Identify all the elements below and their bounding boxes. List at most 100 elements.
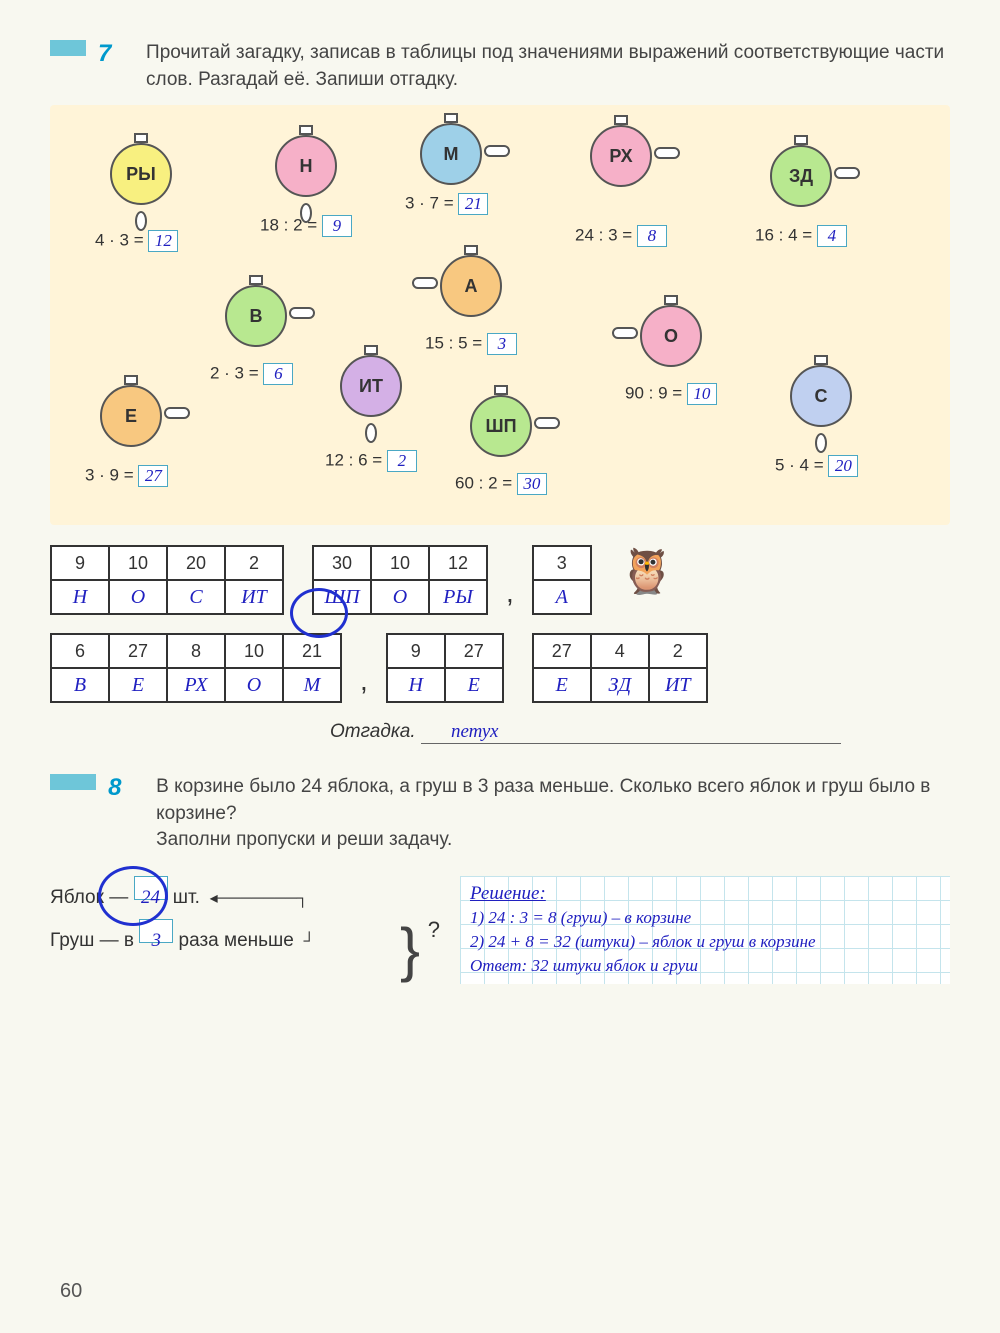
table-cell: ИТ (649, 668, 707, 702)
bauble-s: С (790, 365, 852, 427)
expression-v: 2 · 3 = 6 (210, 363, 293, 385)
table-cell: 12 (429, 546, 487, 580)
solution-line-2: 2) 24 + 8 = 32 (штуки) – яблок и груш в … (470, 930, 940, 954)
bauble-it: ИТ (340, 355, 402, 417)
table-cell: ШП (313, 580, 371, 614)
bauble-rx: РХ (590, 125, 652, 187)
expression-a: 15 : 5 = 3 (425, 333, 517, 355)
table-cell: 10 (109, 546, 167, 580)
table-cell: 27 (109, 634, 167, 668)
l2-pre: Груш — в (50, 930, 139, 951)
solution-answer: Ответ: 32 штуки яблок и груш (470, 954, 940, 978)
table-cell: РХ (167, 668, 225, 702)
word-table: 301012 ШПОРЫ (312, 545, 488, 615)
l1-fill: 24 (134, 876, 168, 900)
diagram-line-2: Груш — в 3 раза меньше ┘ (50, 919, 430, 962)
task-7-header: 7 Прочитай загадку, записав в таблицы по… (50, 40, 950, 93)
bauble-ball: М (420, 123, 482, 185)
solution-box: Решение: 1) 24 : 3 = 8 (груш) – в корзин… (460, 876, 950, 984)
table-cell: 30 (313, 546, 371, 580)
page-number: 60 (60, 1280, 82, 1303)
table-cell: Е (533, 668, 591, 702)
table-cell: С (167, 580, 225, 614)
table-cell: 27 (533, 634, 591, 668)
table-cell: Н (51, 580, 109, 614)
table-cell: 3 (533, 546, 591, 580)
comma: , (506, 577, 514, 609)
bauble-o: О (640, 305, 702, 367)
l1-pre: Яблок — (50, 887, 134, 908)
table-cell: 10 (371, 546, 429, 580)
tab-indicator (50, 40, 86, 56)
table-cell: Н (387, 668, 445, 702)
bauble-zd: ЗД (770, 145, 832, 207)
expression-it: 12 : 6 = 2 (325, 450, 417, 472)
bauble-ball: А (440, 255, 502, 317)
table-cell: О (371, 580, 429, 614)
bauble-v: В (225, 285, 287, 347)
table-cell: О (225, 668, 283, 702)
expression-rx: 24 : 3 = 8 (575, 225, 667, 247)
task-8-header: 8 В корзине было 24 яблока, а груш в 3 р… (50, 774, 950, 854)
task-7-number: 7 (98, 40, 126, 68)
brace-icon: } (400, 884, 420, 1016)
l1-post: шт. (173, 887, 200, 908)
table-cell: А (533, 580, 591, 614)
expression-s: 5 · 4 = 20 (775, 455, 858, 477)
table-cell: 2 (649, 634, 707, 668)
bauble-ball: ЗД (770, 145, 832, 207)
bauble-e: Е (100, 385, 162, 447)
table-cell: РЫ (429, 580, 487, 614)
table-row-1: 910202НОСИТ301012ШПОРЫ,3А🦉 (50, 545, 950, 615)
solution-title: Решение: (470, 882, 940, 906)
table-cell: ЗД (591, 668, 649, 702)
task-8-text-2: Заполни пропуски и реши задачу. (156, 829, 452, 850)
expression-o: 90 : 9 = 10 (625, 383, 717, 405)
table-cell: О (109, 580, 167, 614)
table-row-2: 62781021ВЕРХОМ,927НЕ2742ЕЗДИТ (50, 633, 950, 703)
expression-ry: 4 · 3 = 12 (95, 230, 178, 252)
table-cell: 9 (51, 546, 109, 580)
bauble-ball: Е (100, 385, 162, 447)
bauble-n: Н (275, 135, 337, 197)
bauble-ball: В (225, 285, 287, 347)
bauble-shp: ШП (470, 395, 532, 457)
expression-n: 18 : 2 = 9 (260, 215, 352, 237)
diagram-line-1: Яблок — 24 шт. ◂───────┐ (50, 876, 430, 919)
riddle-answer-line: Отгадка. петух (330, 721, 950, 744)
table-cell: 2 (225, 546, 283, 580)
bauble-a: А (440, 255, 502, 317)
table-cell: М (283, 668, 341, 702)
bauble-ball: РХ (590, 125, 652, 187)
word-table: 910202НОСИТ (50, 545, 284, 615)
task-8-text: В корзине было 24 яблока, а груш в 3 раз… (156, 774, 950, 854)
tab-indicator (50, 774, 96, 790)
task-8-text-1: В корзине было 24 яблока, а груш в 3 раз… (156, 776, 930, 824)
question-mark: ? (428, 906, 440, 954)
word-table: 927НЕ (386, 633, 504, 703)
l2-post: раза меньше (179, 930, 294, 951)
expression-e: 3 · 9 = 27 (85, 465, 168, 487)
table-cell: Е (109, 668, 167, 702)
table-cell: 27 (445, 634, 503, 668)
bauble-ry: РЫ (110, 143, 172, 205)
task-8-body: Яблок — 24 шт. ◂───────┐ Груш — в 3 раза… (50, 876, 950, 984)
table-cell: 21 (283, 634, 341, 668)
table-cell: Е (445, 668, 503, 702)
table-cell: 20 (167, 546, 225, 580)
bauble-ball: ИТ (340, 355, 402, 417)
fill-diagram: Яблок — 24 шт. ◂───────┐ Груш — в 3 раза… (50, 876, 430, 984)
expression-shp: 60 : 2 = 30 (455, 473, 547, 495)
bauble-ball: С (790, 365, 852, 427)
l2-fill: 3 (139, 919, 173, 943)
table-cell: 10 (225, 634, 283, 668)
bauble-m: М (420, 123, 482, 185)
word-table: 3А (532, 545, 592, 615)
table-cell: 6 (51, 634, 109, 668)
comma: , (360, 665, 368, 697)
table-cell: 9 (387, 634, 445, 668)
solution-line-1: 1) 24 : 3 = 8 (груш) – в корзине (470, 906, 940, 930)
expression-zd: 16 : 4 = 4 (755, 225, 847, 247)
table-cell: 8 (167, 634, 225, 668)
bauble-ball: РЫ (110, 143, 172, 205)
